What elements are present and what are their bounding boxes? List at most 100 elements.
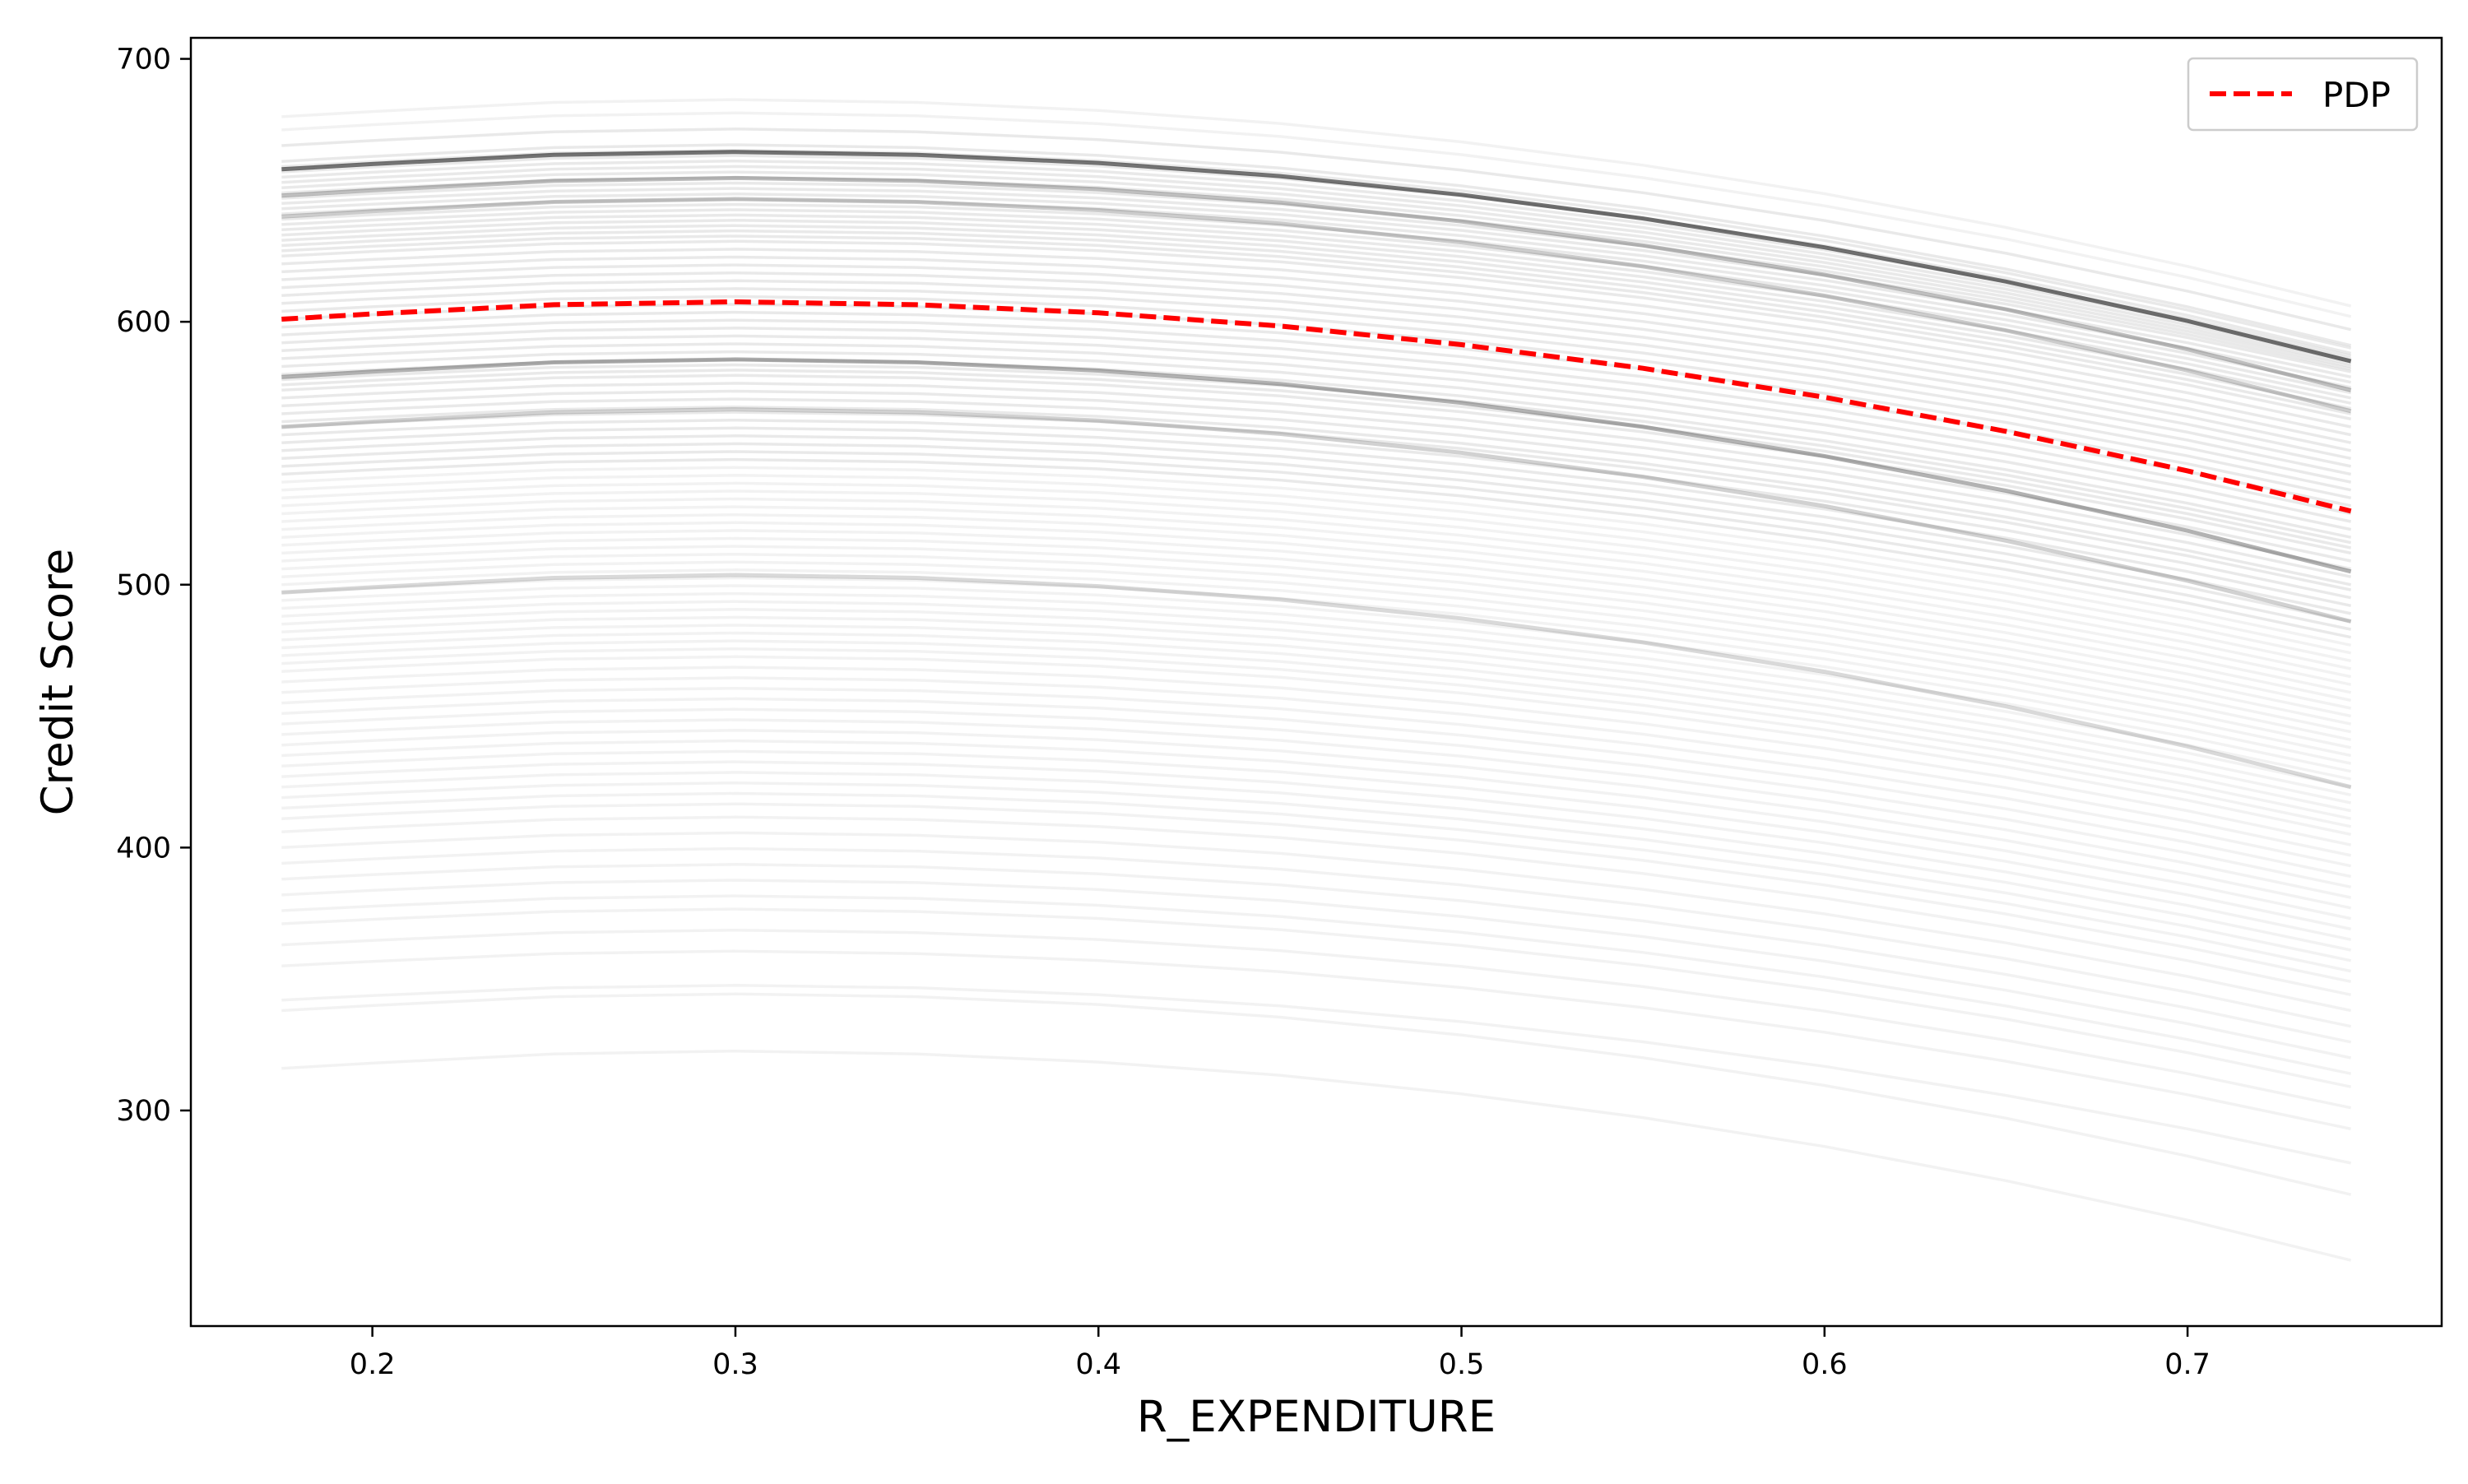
ice-line bbox=[281, 631, 2352, 813]
ice-line bbox=[281, 358, 2352, 539]
ice-line bbox=[281, 389, 2352, 571]
plot-frame bbox=[189, 36, 2443, 1328]
ice-line bbox=[281, 815, 2352, 997]
ice-line bbox=[281, 350, 2352, 531]
ice-line bbox=[281, 369, 2352, 550]
legend-box bbox=[2187, 57, 2419, 132]
ice-line bbox=[281, 229, 2352, 410]
ice-line bbox=[281, 310, 2352, 492]
ice-line bbox=[281, 239, 2352, 421]
ice-line bbox=[281, 208, 2352, 389]
y-tick-label: 500 bbox=[116, 569, 171, 602]
ice-line bbox=[281, 686, 2352, 868]
ice-line bbox=[281, 248, 2352, 429]
x-tick-label: 0.7 bbox=[2164, 1348, 2211, 1381]
ice-line bbox=[281, 536, 2352, 718]
legend-label-pdp: PDP bbox=[2322, 75, 2391, 115]
y-tick-label: 300 bbox=[116, 1095, 171, 1128]
ice-line bbox=[281, 128, 2352, 332]
ice-line bbox=[281, 505, 2352, 686]
ice-line bbox=[281, 863, 2352, 1044]
ice-line bbox=[281, 846, 2352, 1028]
ice-line bbox=[281, 170, 2352, 363]
ice-line bbox=[281, 287, 2352, 468]
ice-line bbox=[281, 466, 2352, 647]
ice-line bbox=[281, 992, 2352, 1196]
ice-line bbox=[281, 707, 2352, 889]
y-tick-label: 600 bbox=[116, 306, 171, 339]
ice-line bbox=[281, 197, 2352, 414]
ice-line bbox=[281, 327, 2352, 508]
ice-line bbox=[281, 165, 2352, 360]
ice-line bbox=[281, 279, 2352, 461]
ice-line bbox=[281, 98, 2352, 308]
pdp-line bbox=[281, 299, 2352, 514]
x-axis-ticks: 0.2 0.3 0.4 0.5 0.6 0.7 bbox=[350, 1326, 2211, 1381]
ice-line bbox=[281, 426, 2352, 608]
ice-line bbox=[281, 573, 2352, 790]
y-tick-label: 700 bbox=[116, 44, 171, 77]
ice-line bbox=[281, 512, 2352, 694]
ice-line bbox=[281, 760, 2352, 941]
ice-line bbox=[281, 1049, 2352, 1262]
ice-line bbox=[281, 176, 2352, 366]
ice-line bbox=[281, 529, 2352, 710]
ice-line bbox=[281, 665, 2352, 846]
ice-line bbox=[281, 410, 2352, 591]
ice-line bbox=[281, 224, 2352, 405]
ice-line bbox=[281, 407, 2352, 624]
ice-line bbox=[281, 181, 2352, 369]
pdp-series bbox=[281, 299, 2352, 514]
x-tick-label: 0.2 bbox=[350, 1348, 396, 1381]
ice-line bbox=[281, 639, 2352, 820]
ice-line bbox=[281, 624, 2352, 805]
ice-line bbox=[281, 234, 2352, 415]
ice-line bbox=[281, 397, 2352, 578]
ice-line bbox=[281, 150, 2352, 364]
ice-line bbox=[281, 552, 2352, 734]
ice-line bbox=[281, 405, 2352, 587]
x-tick-label: 0.6 bbox=[1802, 1348, 1848, 1381]
ice-line bbox=[281, 802, 2352, 984]
ice-line bbox=[281, 729, 2352, 910]
ice-line bbox=[281, 739, 2352, 921]
ice-line bbox=[281, 497, 2352, 679]
ice-line bbox=[281, 294, 2352, 476]
ice-line bbox=[281, 373, 2352, 555]
ice-line bbox=[281, 202, 2352, 384]
ice-line bbox=[281, 831, 2352, 1013]
ice-line bbox=[281, 879, 2352, 1060]
ice-line bbox=[281, 363, 2352, 545]
ice-line bbox=[281, 154, 2352, 355]
ice-line bbox=[281, 647, 2352, 828]
x-tick-label: 0.3 bbox=[712, 1348, 758, 1381]
ice-line bbox=[281, 255, 2352, 437]
y-tick-label: 400 bbox=[116, 832, 171, 865]
ice-line bbox=[281, 576, 2352, 758]
ice-line bbox=[281, 655, 2352, 837]
ice-line bbox=[281, 521, 2352, 703]
ice-line bbox=[281, 457, 2352, 639]
ice-line bbox=[281, 213, 2352, 395]
ice-line bbox=[281, 481, 2352, 663]
ice-line bbox=[281, 219, 2352, 400]
ice-line bbox=[281, 197, 2352, 379]
ice-line bbox=[281, 568, 2352, 749]
ice-line bbox=[281, 781, 2352, 962]
y-axis-ticks: 300 400 500 600 700 bbox=[116, 44, 191, 1128]
y-axis-label: Credit Score bbox=[33, 549, 83, 816]
ice-line bbox=[281, 545, 2352, 726]
ice-line bbox=[281, 357, 2352, 574]
x-tick-label: 0.4 bbox=[1075, 1348, 1121, 1381]
ice-line bbox=[281, 111, 2352, 318]
ice-line bbox=[281, 334, 2352, 516]
ice-line bbox=[281, 382, 2352, 563]
ice-line bbox=[281, 608, 2352, 789]
ice-line bbox=[281, 894, 2352, 1075]
ice-line bbox=[281, 418, 2352, 600]
ice-line bbox=[281, 600, 2352, 781]
ice-line bbox=[281, 697, 2352, 879]
ice-line bbox=[281, 749, 2352, 931]
ice-line bbox=[281, 474, 2352, 655]
